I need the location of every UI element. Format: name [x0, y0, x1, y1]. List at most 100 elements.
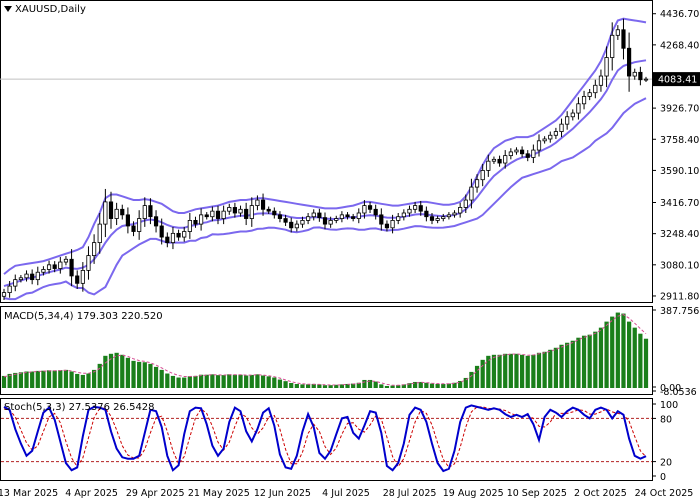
macd-bar — [13, 372, 18, 388]
macd-bar — [384, 385, 390, 388]
candle — [351, 213, 356, 222]
candle — [610, 22, 615, 71]
candle — [1, 288, 7, 300]
candle — [277, 211, 283, 223]
candle-body — [41, 269, 46, 273]
macd-bar — [531, 354, 536, 388]
candle-body — [13, 279, 18, 287]
macd-bar — [463, 377, 468, 388]
stoch-tick-label: 100 — [660, 400, 678, 411]
candle-body — [503, 155, 508, 164]
candle-body — [125, 214, 130, 227]
candle — [429, 213, 435, 225]
candle — [520, 146, 525, 158]
candle-body — [401, 212, 406, 218]
macd-bar — [390, 385, 395, 388]
candle — [486, 154, 491, 177]
candle — [587, 88, 592, 101]
candle-body — [446, 214, 451, 218]
macd-bar — [311, 383, 316, 388]
macd-bar — [458, 380, 463, 388]
price-candles — [1, 18, 649, 300]
macd-bar — [210, 374, 215, 388]
candle-body — [108, 201, 114, 219]
candle-body — [193, 220, 198, 225]
macd-bar — [30, 371, 35, 388]
macd-bar — [553, 347, 559, 388]
macd-bar — [322, 385, 328, 388]
candle — [75, 270, 80, 289]
candle-body — [367, 205, 373, 210]
candle-body — [317, 212, 322, 219]
candle — [125, 207, 130, 234]
candle-body — [272, 210, 277, 216]
macd-bar — [86, 373, 91, 388]
candle — [514, 147, 519, 155]
x-tick-label: 28 Jul 2025 — [383, 488, 437, 499]
macd-bar — [260, 375, 266, 388]
candle-body — [165, 236, 170, 244]
macd-bar — [103, 355, 108, 388]
candle — [35, 266, 40, 286]
x-tick-label: 19 Aug 2025 — [443, 488, 504, 499]
macd-bar — [63, 369, 69, 388]
candle — [452, 210, 457, 218]
macd-bar — [294, 383, 299, 388]
macd-bar — [227, 374, 232, 388]
candle — [18, 275, 23, 283]
candle — [24, 270, 29, 282]
candle-body — [508, 151, 513, 157]
candle-body — [339, 214, 344, 219]
candle — [204, 212, 209, 220]
stoch-tick-label: 80 — [660, 414, 672, 425]
candle — [283, 214, 288, 226]
macd-bar — [593, 331, 598, 388]
candle-body — [277, 214, 283, 219]
macd-bar — [525, 355, 530, 388]
candle — [458, 202, 463, 218]
macd-bar — [643, 338, 649, 388]
macd-bar — [170, 375, 176, 388]
candle — [621, 18, 626, 60]
candle-body — [249, 205, 254, 219]
macd-bar — [626, 321, 632, 388]
candle — [491, 156, 497, 164]
macd-bar — [198, 374, 204, 388]
stoch-tick-label: 0 — [660, 472, 666, 483]
candle — [193, 216, 198, 228]
macd-bar — [41, 370, 46, 388]
candle — [469, 178, 474, 209]
macd-bar — [305, 384, 311, 388]
macd-bar — [565, 342, 570, 388]
candle-body — [559, 123, 564, 132]
candle — [604, 46, 609, 88]
candle-body — [553, 131, 558, 136]
candle — [165, 232, 170, 248]
candle — [334, 215, 339, 224]
candle — [210, 206, 215, 222]
macd-bar — [300, 384, 305, 388]
macd-bar — [367, 379, 373, 388]
macd-bar — [514, 353, 519, 388]
candle-body — [565, 116, 570, 125]
candle — [328, 216, 333, 228]
candle — [148, 198, 153, 225]
macd-pane: MACD(5,34,4) 179.303 220.520 387.756 0.00… — [0, 306, 699, 398]
macd-bar — [587, 334, 592, 388]
macd-bar — [255, 374, 260, 388]
candle-body — [384, 223, 390, 229]
candle-body — [260, 199, 266, 210]
candle-body — [86, 255, 91, 271]
candle-body — [418, 205, 423, 212]
candle-body — [238, 208, 243, 214]
candle — [86, 246, 91, 280]
candle — [199, 208, 204, 231]
candle-body — [548, 134, 553, 140]
candle — [367, 201, 373, 214]
price-chart-title: XAUUSD,Daily — [15, 4, 86, 15]
candle — [244, 202, 249, 226]
triangle-down-icon — [4, 6, 12, 12]
candle — [221, 205, 226, 225]
macd-bar — [412, 381, 418, 388]
